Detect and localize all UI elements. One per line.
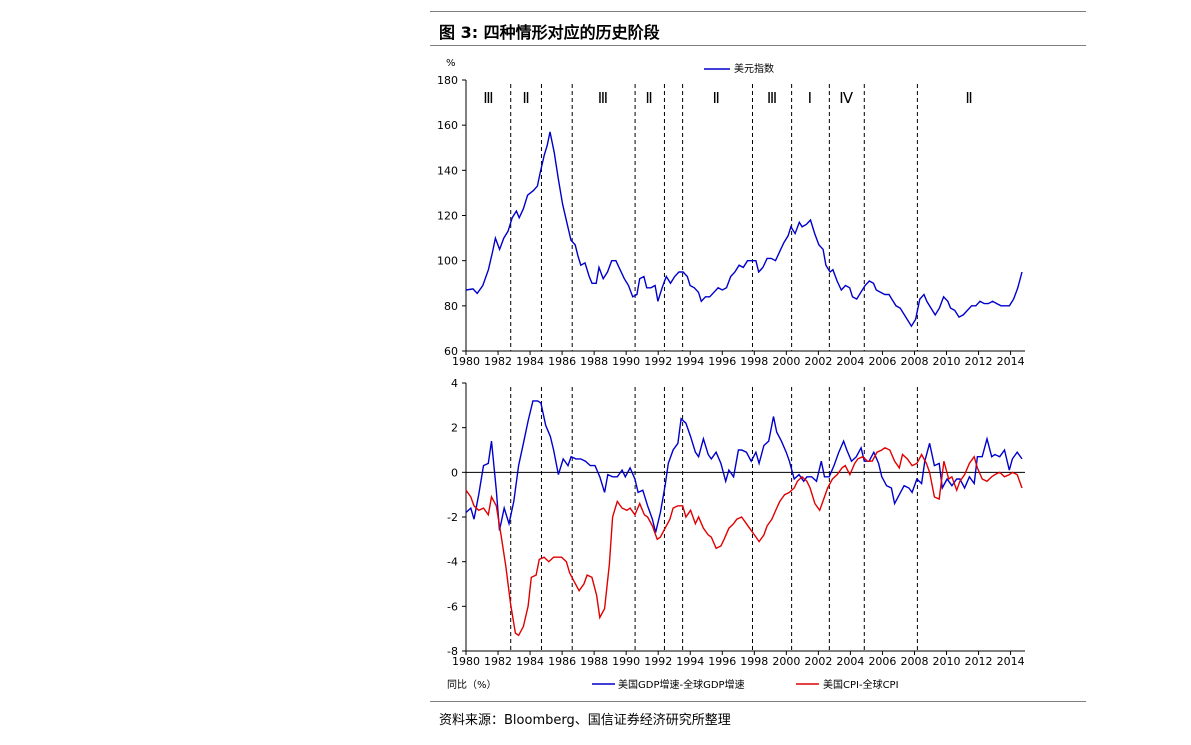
x-tick-label: 1992 bbox=[644, 355, 672, 368]
dollar-index-chart: 60 80 100 120 140 160 180 1980 1982 1984 1986 1988 1… bbox=[437, 58, 1025, 368]
series-line-1 bbox=[465, 131, 1023, 328]
legend-label: 美国GDP增速-全球GDP增速 bbox=[618, 678, 745, 691]
x-tick-label: 1986 bbox=[548, 655, 576, 668]
x-tick-label: 2006 bbox=[868, 355, 896, 368]
x-tick-label: 1980 bbox=[452, 655, 480, 668]
legend-label: 美国CPI-全球CPI bbox=[823, 678, 899, 691]
x-tick-label: 1998 bbox=[740, 655, 768, 668]
x-tick-label: 1998 bbox=[740, 355, 768, 368]
phase-label: Ⅰ bbox=[808, 89, 812, 107]
x-tick-label: 2014 bbox=[997, 655, 1025, 668]
phase-label: Ⅲ bbox=[598, 89, 608, 107]
x-tick-label: 1994 bbox=[676, 355, 704, 368]
x-tick-label: 2008 bbox=[900, 655, 928, 668]
x-tick-label: 2000 bbox=[772, 355, 800, 368]
x-tick-label: 1990 bbox=[612, 655, 640, 668]
y-tick-label: 100 bbox=[437, 255, 458, 268]
x-tick-label: 2014 bbox=[997, 355, 1025, 368]
phase-label: Ⅲ bbox=[483, 89, 493, 107]
legend-label: 美元指数 bbox=[734, 62, 774, 75]
x-tick-label: 1992 bbox=[644, 655, 672, 668]
y-tick-label: 140 bbox=[437, 164, 458, 177]
x-tick-label: 2002 bbox=[804, 655, 832, 668]
y-tick-label: 4 bbox=[451, 377, 458, 390]
y-axis-label: 同比（%） bbox=[447, 679, 497, 691]
source-note: 资料来源：Bloomberg、国信证券经济研究所整理 bbox=[439, 713, 731, 728]
series-line-1 bbox=[465, 400, 1023, 533]
x-tick-label: 2004 bbox=[836, 655, 864, 668]
y-tick-label: 180 bbox=[437, 74, 458, 87]
y-tick-label: 160 bbox=[437, 119, 458, 132]
x-tick-label: 2008 bbox=[900, 355, 928, 368]
phase-label: Ⅳ bbox=[839, 89, 853, 107]
phase-label: Ⅲ bbox=[767, 89, 777, 107]
phase-label: Ⅱ bbox=[965, 89, 972, 107]
y-tick-label: 2 bbox=[451, 422, 458, 435]
x-tick-label: 2002 bbox=[804, 355, 832, 368]
y-tick-label: -8 bbox=[447, 645, 458, 658]
x-tick-label: 1984 bbox=[516, 355, 544, 368]
y-axis-label: % bbox=[446, 58, 456, 69]
x-tick-label: 1982 bbox=[484, 355, 512, 368]
phase-label: Ⅱ bbox=[522, 89, 529, 107]
y-tick-label: 80 bbox=[444, 300, 458, 313]
x-tick-label: 1982 bbox=[484, 655, 512, 668]
x-tick-label: 1996 bbox=[708, 355, 736, 368]
title-rule bbox=[430, 45, 1086, 46]
x-tick-label: 1980 bbox=[452, 355, 480, 368]
x-tick-label: 2004 bbox=[836, 355, 864, 368]
x-tick-label: 2000 bbox=[772, 655, 800, 668]
x-tick-label: 1990 bbox=[612, 355, 640, 368]
y-tick-label: -2 bbox=[447, 511, 458, 524]
x-tick-label: 1994 bbox=[676, 655, 704, 668]
differential-chart: -8 -6 -4 -2 0 2 4 1980 1982 1984 1986 1988 1990 1992 1… bbox=[447, 377, 1025, 691]
x-tick-label: 2012 bbox=[965, 655, 993, 668]
x-tick-label: 2010 bbox=[933, 655, 961, 668]
x-tick-label: 1986 bbox=[548, 355, 576, 368]
figure-title: 图 3: 四种情形对应的历史阶段 bbox=[439, 23, 660, 42]
x-tick-label: 2006 bbox=[868, 655, 896, 668]
source-rule bbox=[430, 701, 1086, 702]
phase-label: Ⅱ bbox=[712, 89, 719, 107]
series-line-2 bbox=[465, 446, 1023, 637]
x-tick-label: 1988 bbox=[580, 355, 608, 368]
x-tick-label: 2010 bbox=[933, 355, 961, 368]
y-tick-label: -6 bbox=[447, 600, 458, 613]
top-rule bbox=[430, 11, 1086, 12]
x-tick-label: 1984 bbox=[516, 655, 544, 668]
x-tick-label: 1996 bbox=[708, 655, 736, 668]
x-tick-label: 2012 bbox=[965, 355, 993, 368]
x-tick-label: 1988 bbox=[580, 655, 608, 668]
phase-label: Ⅱ bbox=[645, 89, 652, 107]
y-tick-label: 0 bbox=[451, 466, 458, 479]
y-tick-label: -4 bbox=[447, 556, 458, 569]
y-tick-label: 120 bbox=[437, 210, 458, 223]
y-tick-label: 60 bbox=[444, 345, 458, 358]
